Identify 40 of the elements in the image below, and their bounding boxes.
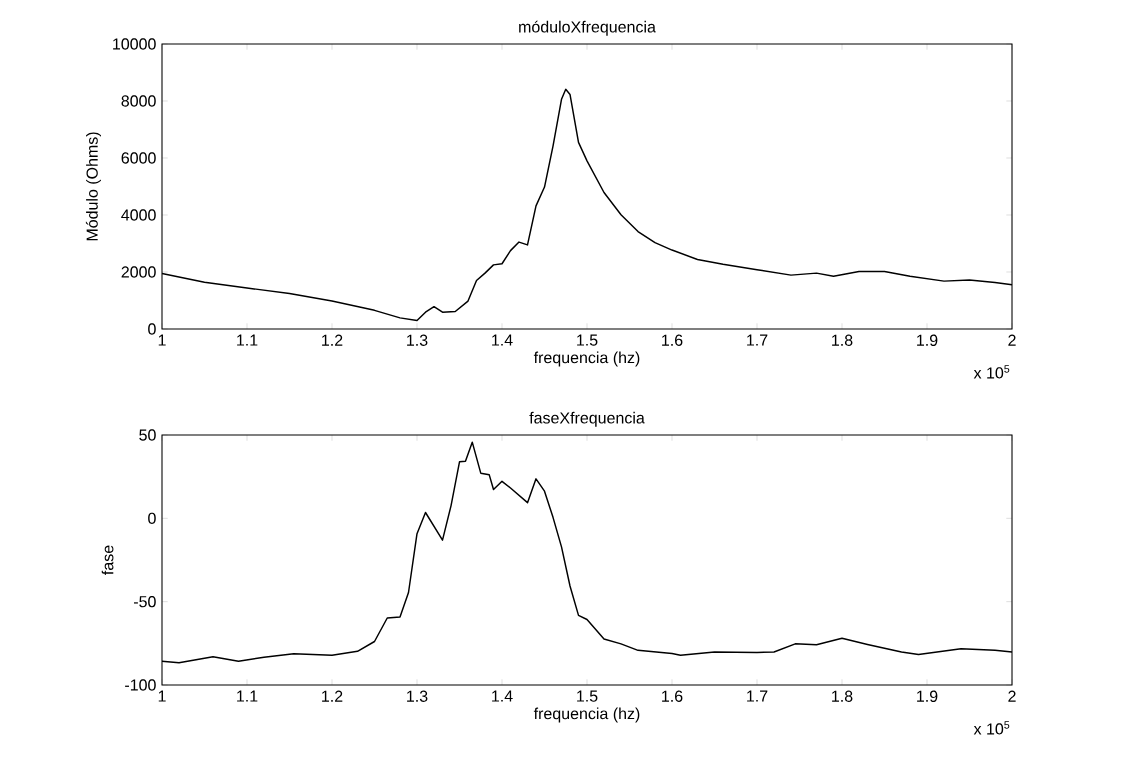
x-tick-label: 2 [1008, 690, 1016, 702]
x-tick-label: 1 [158, 334, 166, 346]
x-axis-title: frequencia (hz) [533, 707, 640, 723]
x-tick-label: 1.5 [577, 334, 598, 346]
y-tick-label: -100 [125, 679, 156, 691]
y-tick-label: 10000 [113, 38, 156, 50]
text: x 10$^{5}$ [973, 365, 1010, 379]
y-tick-label: 50 [139, 429, 156, 441]
x-tick-label: 1.8 [832, 334, 853, 346]
x-tick-label: 1.4 [492, 690, 513, 702]
x-tick-label: 1.7 [747, 334, 768, 346]
x-tick-label: 2 [1008, 334, 1016, 346]
y-tick-label: 0 [148, 323, 156, 335]
x-tick-label: 1.5 [577, 690, 598, 702]
x-axis-title: frequencia (hz) [533, 351, 640, 367]
x-tick-label: 1 [158, 690, 166, 702]
x-tick-label: 1.2 [322, 334, 343, 346]
x-tick-label: 1.4 [492, 334, 513, 346]
x-tick-label: 1.9 [917, 690, 938, 702]
chart-title: faseXfrequencia [529, 411, 645, 427]
x-tick-label: 1.1 [237, 690, 258, 702]
x-tick-label: 1.1 [237, 334, 258, 346]
y-tick-label: 8000 [121, 95, 156, 107]
x-tick-label: 1.2 [322, 690, 343, 702]
y-tick-label: 6000 [121, 152, 156, 164]
y-axis-title: fase [101, 545, 114, 575]
chart-title: móduloXfrequencia [519, 20, 656, 36]
y-tick-label: 0 [148, 512, 156, 524]
x-tick-label: 1.8 [832, 690, 853, 702]
text: x 10$^{5}$ [973, 721, 1010, 735]
x-tick-label: 1.6 [662, 690, 683, 702]
y-axis-title: Módulo (Ohms) [85, 132, 101, 241]
x-tick-label: 1.3 [407, 690, 428, 702]
y-tick-label: 2000 [121, 266, 156, 278]
x-tick-label: 1.3 [407, 334, 428, 346]
y-tick-label: -50 [133, 596, 156, 608]
y-tick-label: 4000 [121, 209, 156, 221]
x-tick-label: 1.6 [662, 334, 683, 346]
x-tick-label: 1.7 [747, 690, 768, 702]
x-tick-label: 1.9 [917, 334, 938, 346]
